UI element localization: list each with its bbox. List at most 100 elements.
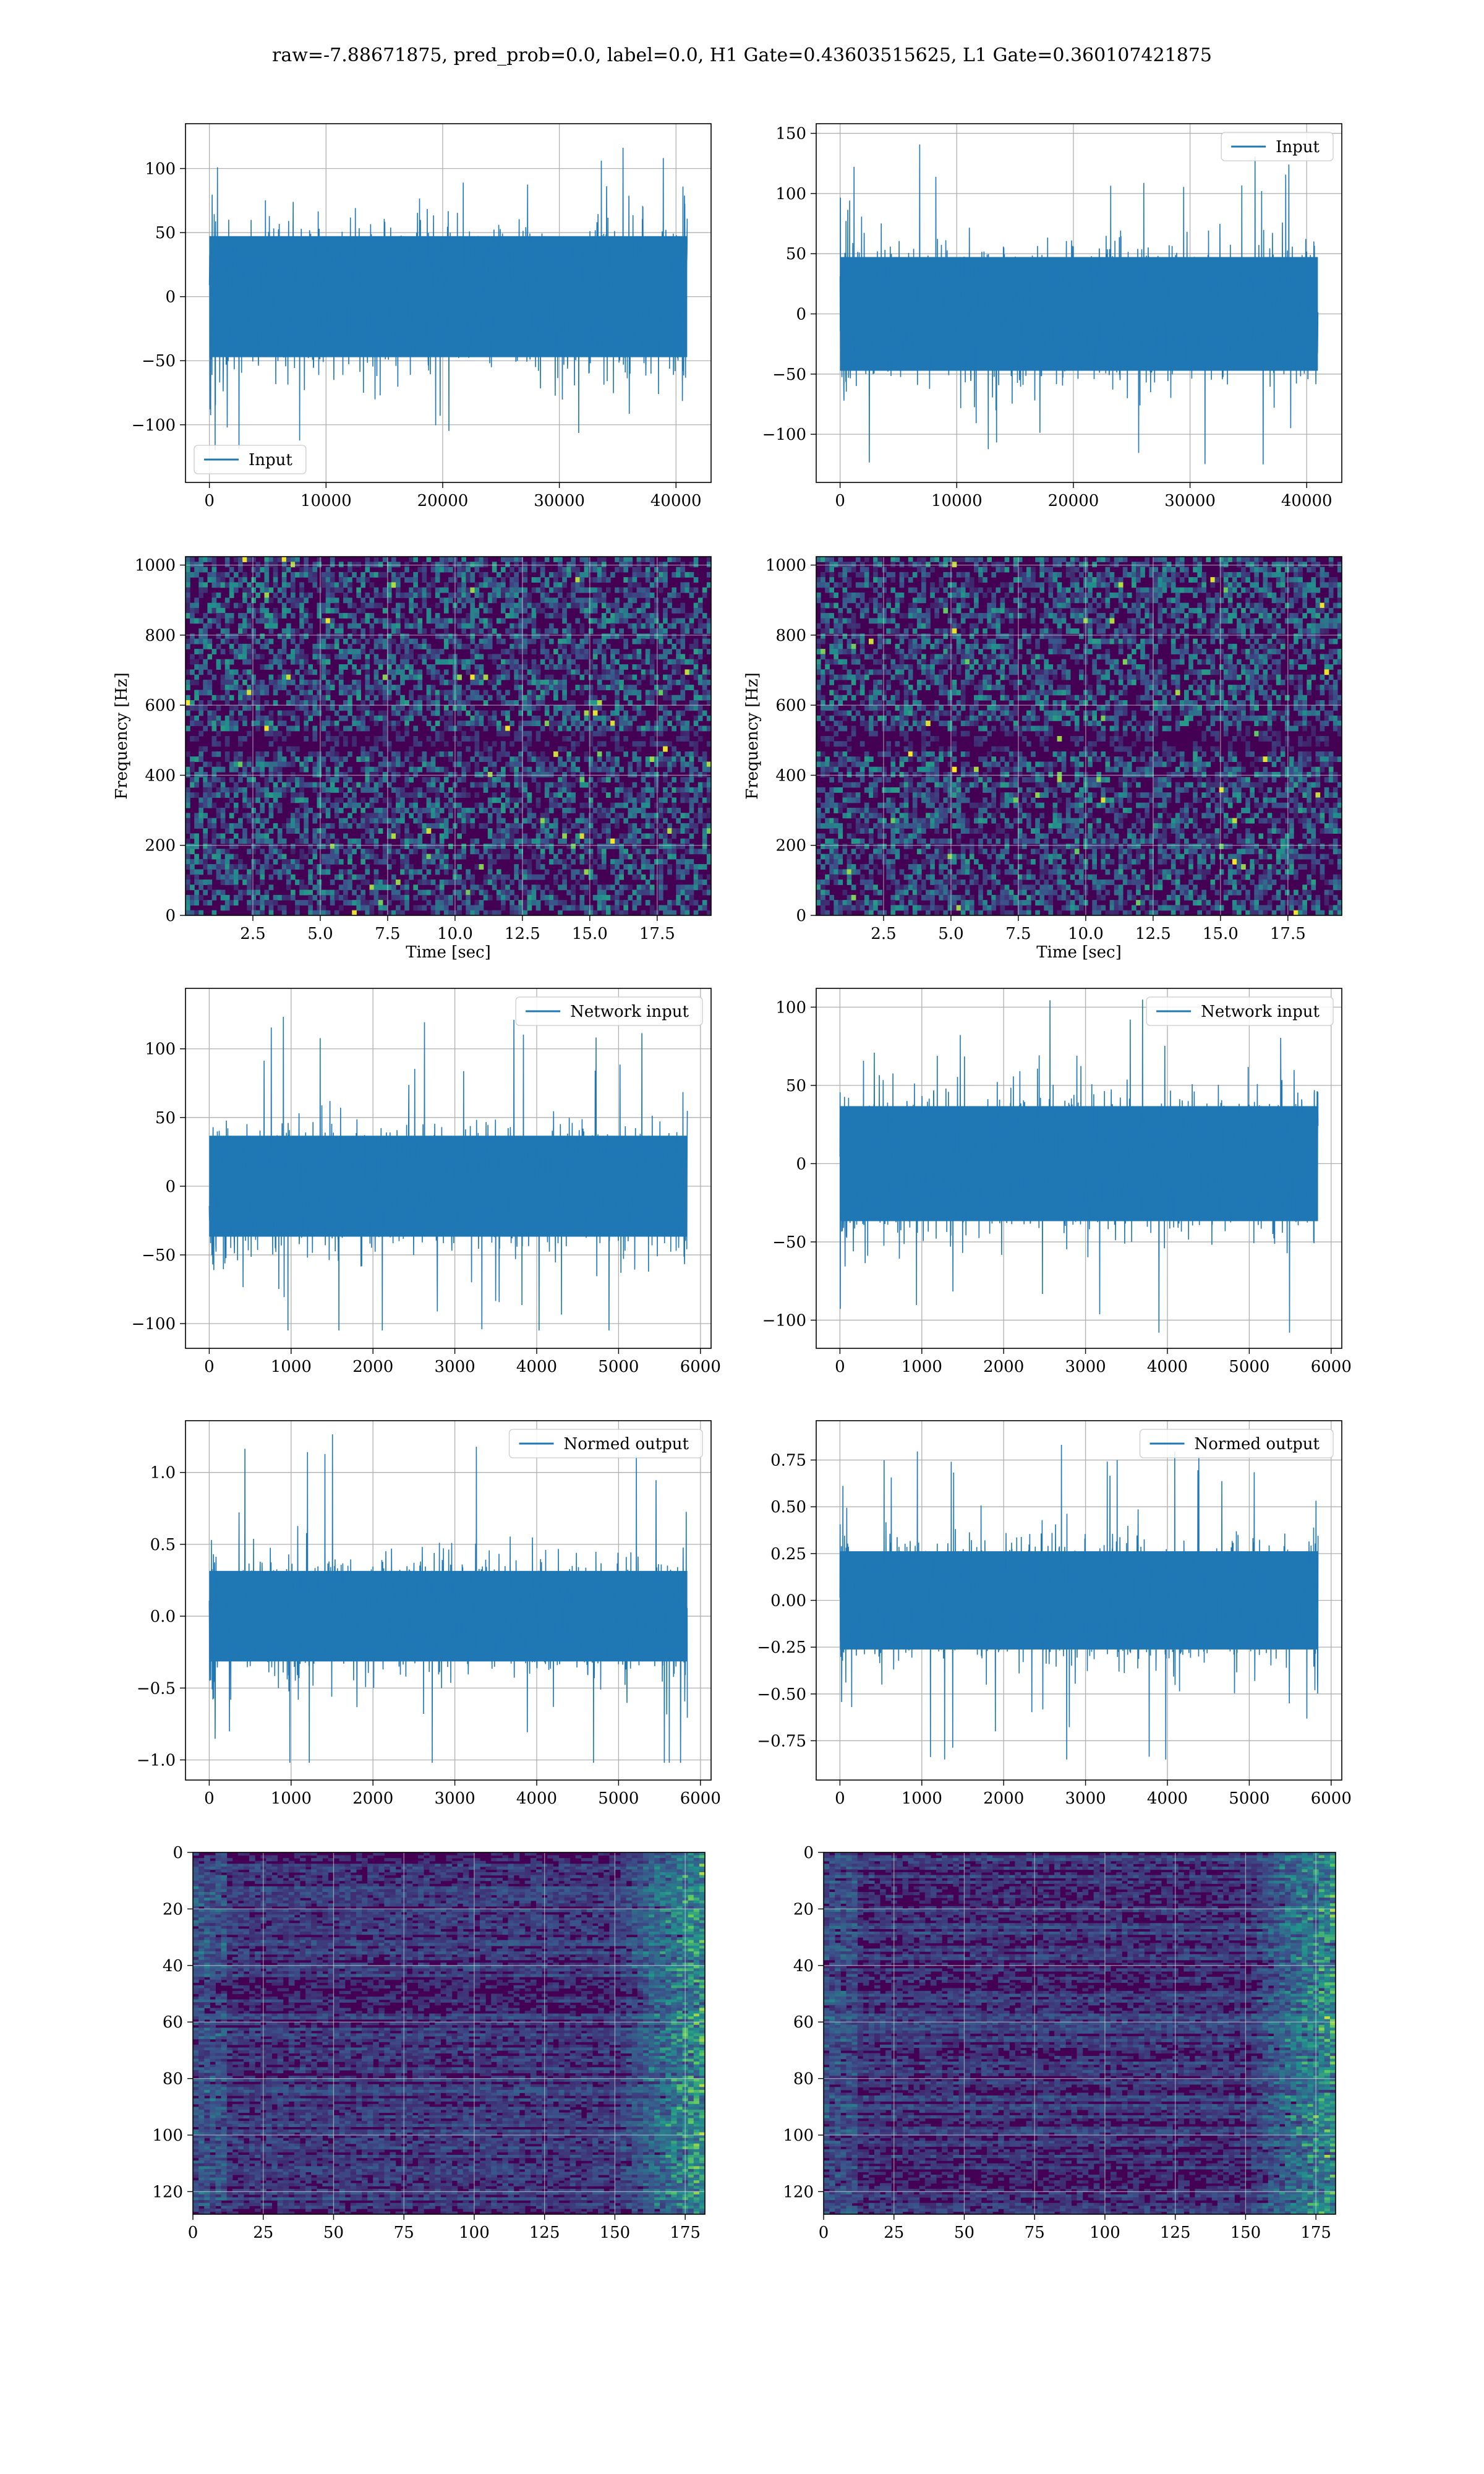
x-tick-label: 17.5 — [639, 925, 675, 943]
x-tick-label: 2.5 — [871, 925, 896, 943]
y-tick-label: 200 — [775, 837, 806, 855]
y-tick-label: 20 — [793, 1900, 814, 1919]
x-tick-label: 2.5 — [240, 925, 265, 943]
axes-r5c2: 0 25 50 75 100 125 150 175 0 20 40 60 80 100 120 — [783, 1844, 1336, 2242]
x-tick-label: 15.0 — [572, 925, 608, 943]
x-axis-label: Time [sec] — [1036, 943, 1122, 962]
x-tick-label: 75 — [394, 2224, 414, 2242]
x-tick-label: 12.5 — [505, 925, 540, 943]
signal-line-r1c2 — [839, 144, 1319, 464]
x-tick-label: 20000 — [417, 492, 469, 510]
y-tick-label: 0 — [165, 907, 176, 925]
signal-line-r3c1 — [208, 1016, 688, 1331]
y-tick-label: 20 — [163, 1900, 183, 1919]
y-axis-label: Frequency [Hz] — [743, 672, 762, 800]
x-tick-label: 6000 — [680, 1789, 721, 1808]
x-tick-label: 5000 — [1229, 1789, 1269, 1808]
x-tick-label: 5.0 — [307, 925, 333, 943]
y-tick-label: 0 — [173, 1844, 183, 1862]
signal-line-r4c2 — [839, 1444, 1319, 1760]
x-tick-label: 10000 — [301, 492, 352, 510]
axes-r4c1: 0 1000 2000 3000 4000 5000 6000 −1.0 −0.5 0.0 0.5 1… — [137, 1420, 721, 1808]
y-tick-label: 80 — [163, 2070, 183, 2089]
x-tick-label: 7.5 — [1005, 925, 1031, 943]
signal-line-r3c2 — [839, 999, 1319, 1333]
y-tick-label: −0.75 — [757, 1732, 806, 1750]
axes-frame — [816, 988, 1342, 1349]
x-tick-label: 6000 — [680, 1358, 721, 1376]
y-tick-label: 40 — [793, 1957, 814, 1975]
y-tick-label: 0 — [796, 306, 806, 324]
x-tick-label: 12.5 — [1135, 925, 1171, 943]
legend: Input — [1221, 132, 1334, 161]
axes-frame — [823, 1852, 1336, 2215]
y-tick-label: 600 — [145, 696, 176, 715]
signal-line-r4c1 — [208, 1434, 688, 1763]
x-tick-label: 1000 — [271, 1358, 312, 1376]
x-tick-label: 0 — [819, 2224, 829, 2242]
y-tick-label: 100 — [783, 2126, 814, 2145]
x-tick-label: 50 — [954, 2224, 974, 2242]
x-tick-label: 6000 — [1311, 1789, 1352, 1808]
y-tick-label: −50 — [142, 352, 176, 370]
x-tick-label: 0 — [835, 1789, 845, 1808]
figure-title: raw=-7.88671875, pred_prob=0.0, label=0.… — [0, 45, 1484, 66]
x-tick-label: 2000 — [352, 1358, 393, 1376]
y-tick-label: −100 — [132, 416, 176, 435]
y-tick-label: 0 — [165, 1178, 176, 1196]
axes-r2c2: 2.5 5.0 7.5 10.0 12.5 15.0 17.5 0 200 400 600 800 10… — [743, 556, 1342, 962]
y-tick-label: −50 — [772, 366, 806, 384]
x-tick-label: 3000 — [1065, 1789, 1106, 1808]
axes-frame — [185, 988, 712, 1349]
x-tick-label: 5000 — [598, 1789, 639, 1808]
y-tick-label: 50 — [786, 245, 806, 263]
legend-label: Normed output — [564, 1435, 689, 1453]
x-tick-label: 1000 — [902, 1789, 942, 1808]
legend-label: Network input — [570, 1003, 689, 1021]
axes-r5c1: 0 25 50 75 100 125 150 175 0 20 40 60 80 100 120 — [152, 1844, 706, 2242]
y-tick-label: 150 — [775, 125, 806, 143]
y-tick-label: 400 — [145, 766, 176, 785]
legend: Input — [194, 445, 307, 474]
x-tick-label: 1000 — [902, 1358, 942, 1376]
legend-label: Network input — [1201, 1003, 1320, 1021]
x-tick-label: 0 — [204, 1358, 215, 1376]
y-tick-label: 60 — [793, 2013, 814, 2032]
x-tick-label: 3000 — [435, 1358, 475, 1376]
legend: Network input — [1146, 996, 1334, 1026]
heatmap-r5c1 — [193, 1852, 705, 2214]
legend: Network input — [515, 996, 703, 1026]
legend-label: Input — [249, 451, 292, 469]
x-tick-label: 0 — [204, 1789, 215, 1808]
x-tick-label: 75 — [1025, 2224, 1045, 2242]
heatmap-r2c2 — [816, 557, 1342, 915]
x-tick-label: 2000 — [983, 1789, 1024, 1808]
x-tick-label: 175 — [1300, 2224, 1331, 2242]
y-tick-label: 100 — [775, 185, 806, 203]
y-tick-label: 0.0 — [150, 1607, 176, 1626]
x-tick-label: 175 — [670, 2224, 701, 2242]
y-tick-label: 0.25 — [770, 1545, 806, 1564]
y-tick-label: 100 — [145, 160, 176, 179]
x-tick-label: 5000 — [1229, 1358, 1269, 1376]
x-tick-label: 15.0 — [1203, 925, 1239, 943]
x-tick-label: 1000 — [271, 1789, 312, 1808]
x-tick-label: 125 — [1160, 2224, 1191, 2242]
x-tick-label: 150 — [1230, 2224, 1261, 2242]
y-tick-label: 0.50 — [770, 1498, 806, 1517]
y-tick-label: 120 — [152, 2183, 183, 2201]
axes-r3c1: 0 1000 2000 3000 4000 5000 6000 −100 −50 0 50 100 Ne… — [132, 988, 721, 1376]
x-tick-label: 5000 — [598, 1358, 639, 1376]
legend: Normed output — [1139, 1429, 1334, 1458]
x-tick-label: 4000 — [516, 1358, 557, 1376]
y-tick-label: −100 — [762, 426, 806, 444]
x-tick-label: 40000 — [1281, 492, 1333, 510]
y-tick-label: 40 — [163, 1957, 183, 1975]
x-tick-label: 50 — [323, 2224, 344, 2242]
x-tick-label: 25 — [253, 2224, 273, 2242]
y-tick-label: −0.50 — [757, 1685, 806, 1704]
x-tick-label: 100 — [1090, 2224, 1120, 2242]
y-tick-label: 800 — [775, 627, 806, 645]
y-tick-label: 1.0 — [150, 1464, 176, 1483]
